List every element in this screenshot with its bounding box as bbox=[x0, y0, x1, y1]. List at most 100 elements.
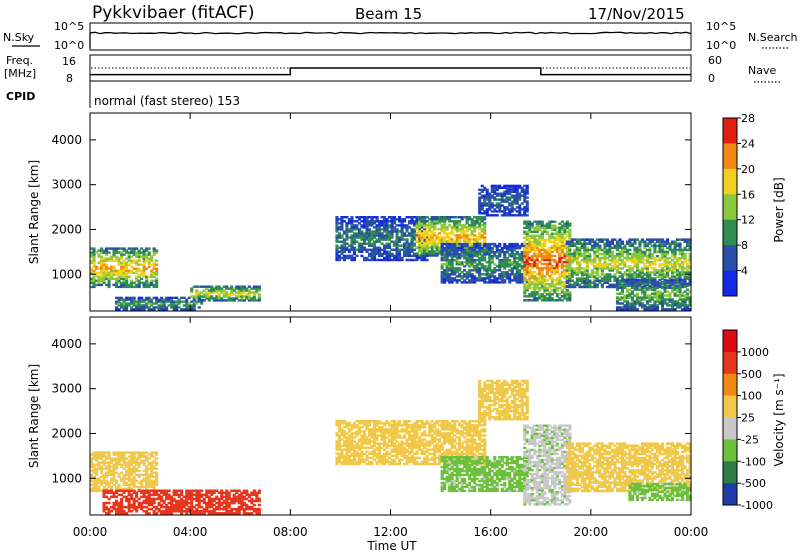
echo-cell bbox=[608, 248, 612, 252]
echo-cell bbox=[190, 495, 194, 499]
echo-cell bbox=[498, 267, 502, 270]
echo-cell bbox=[370, 216, 374, 219]
echo-cell bbox=[473, 251, 477, 254]
echo-cell bbox=[112, 247, 116, 250]
echo-cell bbox=[513, 261, 517, 264]
echo-cell bbox=[620, 298, 624, 301]
echo-cell bbox=[548, 297, 552, 300]
echo-cell bbox=[673, 271, 677, 274]
echo-cell bbox=[463, 255, 467, 258]
echo-cell bbox=[540, 238, 544, 242]
echo-cell bbox=[197, 510, 201, 513]
echo-cell bbox=[92, 255, 96, 258]
echo-cell bbox=[618, 254, 622, 258]
echo-cell bbox=[102, 269, 106, 272]
echo-cell bbox=[568, 285, 572, 289]
echo-cell bbox=[583, 259, 587, 262]
echo-cell bbox=[200, 300, 204, 303]
echo-cell bbox=[533, 228, 537, 231]
echo-cell bbox=[568, 277, 572, 280]
echo-cell bbox=[681, 282, 685, 286]
echo-cell bbox=[588, 242, 592, 245]
echo-cell bbox=[135, 461, 139, 464]
echo-cell bbox=[130, 489, 134, 492]
echo-cell bbox=[115, 273, 119, 276]
echo-cell bbox=[355, 240, 359, 243]
echo-cell bbox=[578, 277, 582, 280]
echo-cell bbox=[603, 250, 607, 254]
echo-cell bbox=[352, 250, 356, 253]
echo-cell bbox=[468, 251, 472, 254]
echo-cell bbox=[676, 244, 680, 248]
echo-cell bbox=[463, 269, 467, 272]
echo-cell bbox=[127, 510, 131, 513]
echo-cell bbox=[503, 265, 507, 268]
echo-cell bbox=[225, 299, 229, 302]
echo-cell bbox=[485, 190, 489, 193]
echo-cell bbox=[678, 244, 682, 248]
echo-cell bbox=[585, 254, 589, 258]
echo-cell bbox=[533, 277, 537, 280]
echo-cell bbox=[518, 198, 522, 201]
echo-cell bbox=[558, 274, 562, 278]
echo-cell bbox=[585, 256, 589, 260]
echo-cell bbox=[470, 263, 474, 266]
echo-cell bbox=[120, 296, 124, 299]
echo-cell bbox=[540, 222, 544, 225]
echo-cell bbox=[658, 238, 662, 241]
echo-cell bbox=[625, 273, 629, 276]
echo-cell bbox=[583, 269, 587, 272]
echo-cell bbox=[495, 186, 499, 189]
echo-cell bbox=[117, 279, 121, 282]
echo-cell bbox=[523, 194, 527, 197]
echo-cell bbox=[595, 244, 599, 248]
echo-cell bbox=[460, 249, 464, 252]
echo-cell bbox=[375, 216, 379, 219]
echo-cell bbox=[137, 308, 141, 311]
echo-cell bbox=[97, 455, 101, 458]
echo-cell bbox=[127, 469, 131, 472]
echo-cell bbox=[681, 300, 685, 303]
echo-cell bbox=[410, 236, 414, 239]
echo-cell bbox=[132, 308, 136, 311]
echo-cell bbox=[132, 467, 136, 470]
echo-cell bbox=[137, 302, 141, 305]
echo-cell bbox=[453, 255, 457, 258]
echo-cell bbox=[568, 281, 572, 284]
echo-cell bbox=[368, 258, 372, 262]
echo-cell bbox=[618, 271, 622, 274]
echo-cell bbox=[120, 471, 124, 474]
echo-cell bbox=[102, 267, 106, 270]
echo-cell bbox=[413, 234, 417, 237]
echo-cell bbox=[648, 263, 652, 266]
echo-cell bbox=[443, 230, 447, 233]
echo-cell bbox=[443, 220, 447, 223]
echo-cell bbox=[200, 499, 204, 503]
echo-cell bbox=[655, 308, 659, 311]
echo-cell bbox=[120, 306, 124, 309]
echo-cell bbox=[190, 505, 194, 509]
echo-cell bbox=[620, 263, 624, 266]
echo-cell bbox=[120, 285, 124, 289]
echo-cell bbox=[147, 495, 151, 499]
echo-cell bbox=[165, 306, 169, 309]
echo-cell bbox=[100, 481, 104, 484]
echo-cell bbox=[600, 279, 604, 282]
echo-cell bbox=[190, 499, 194, 503]
echo-cell bbox=[92, 451, 96, 454]
echo-cell bbox=[503, 279, 507, 282]
echo-cell bbox=[671, 286, 675, 289]
echo-cell bbox=[560, 226, 564, 229]
echo-cell bbox=[200, 299, 204, 302]
echo-cell bbox=[352, 240, 356, 243]
echo-cell bbox=[503, 200, 507, 203]
echo-cell bbox=[515, 263, 519, 266]
echo-cell bbox=[653, 300, 657, 303]
echo-cell bbox=[398, 224, 402, 227]
echo-cell bbox=[603, 259, 607, 262]
echo-cell bbox=[580, 285, 584, 289]
echo-cell bbox=[433, 242, 437, 245]
echo-cell bbox=[100, 469, 104, 472]
echo-cell bbox=[538, 228, 542, 231]
echo-cell bbox=[245, 287, 249, 290]
